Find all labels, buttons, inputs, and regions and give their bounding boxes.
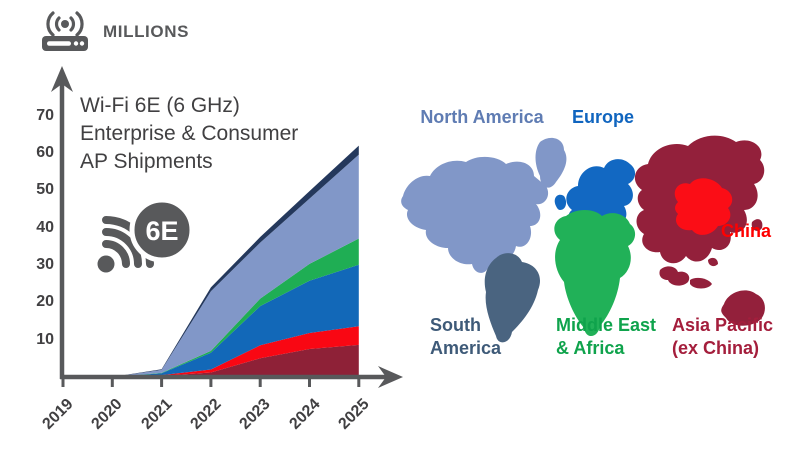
- x-tick-marks: [61, 377, 361, 387]
- map-label-middle-east-africa: Middle East & Africa: [556, 315, 657, 358]
- y-tick-label: 60: [36, 144, 54, 162]
- wireless-router-icon: [42, 11, 88, 51]
- x-axis-arrowhead-icon: [378, 366, 403, 388]
- map-region-australia: [721, 290, 765, 326]
- y-tick-label: 50: [36, 181, 54, 199]
- area-series-europe: [63, 264, 359, 377]
- wifi-6e-icon: 6E: [97, 197, 195, 273]
- area-series-china: [63, 326, 359, 377]
- chart-title-line-1: Wi-Fi 6E (6 GHz): [80, 94, 240, 117]
- y-tick-label: 30: [36, 256, 54, 274]
- map-region-middle-east-africa: [554, 210, 636, 337]
- map-region-south-america: [484, 253, 541, 343]
- world-map: [401, 135, 765, 343]
- area-series-north-america: [63, 154, 359, 377]
- y-tick-label: 10: [36, 330, 54, 348]
- map-region-philippines: [708, 257, 718, 267]
- y-tick-label: 40: [36, 218, 54, 236]
- axes: [51, 66, 403, 388]
- stacked-area-chart: [63, 145, 359, 377]
- map-label-north-america: North America: [420, 107, 544, 127]
- y-tick-label: 20: [36, 293, 54, 311]
- map-region-china: [674, 178, 733, 235]
- millions-unit-label: MILLIONS: [103, 22, 190, 41]
- area-series-asia-pacific-ex-china-: [63, 344, 359, 377]
- map-region-north-america: [401, 156, 549, 273]
- map-label-asia-pacific-ex-china: Asia Pacific (ex China): [672, 315, 774, 358]
- wifi-6e-badge-text: 6E: [145, 216, 178, 246]
- map-label-south-america: South America: [430, 315, 502, 358]
- map-region-british-isles: [554, 194, 567, 210]
- chart-title: Wi-Fi 6E (6 GHz) Enterprise & Consumer A…: [80, 92, 298, 176]
- chart-title-line-3: AP Shipments: [80, 150, 213, 173]
- map-region-indonesia: [659, 266, 690, 286]
- chart-title-line-2: Enterprise & Consumer: [80, 122, 299, 145]
- map-label-china: China: [720, 221, 771, 241]
- map-region-greenland: [535, 137, 567, 188]
- y-tick-label: 70: [36, 106, 54, 124]
- map-region-japan: [751, 219, 763, 231]
- y-axis-arrowhead-icon: [51, 66, 73, 92]
- map-region-new-guinea: [690, 277, 712, 289]
- map-label-europe: Europe: [571, 107, 634, 127]
